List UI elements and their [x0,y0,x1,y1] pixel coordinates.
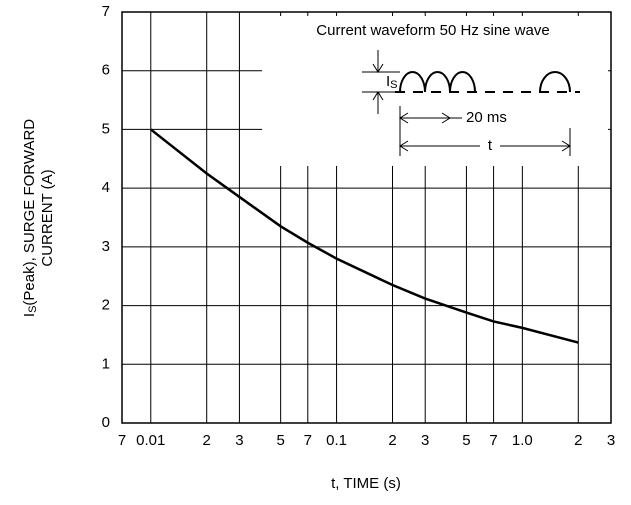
x-tick-label: 7 [304,432,312,449]
inset: Current waveform 50 Hz sine wave IS 20 m… [262,16,608,166]
x-tick-label: 3 [235,432,243,449]
y-tick-label: 2 [102,297,110,314]
x-tick-label: 5 [462,432,470,449]
series-line [150,128,579,344]
y-tick-label: 3 [102,238,110,255]
period-arrow [399,112,462,124]
x-tick-label: 2 [388,432,396,449]
plot-frame [121,11,612,424]
x-axis-label: t, TIME (s) [331,475,401,492]
y-tick-label: 7 [102,3,110,20]
x-tick-label: 1.0 [512,432,533,449]
x-tick-label: 3 [607,432,615,449]
x-tick-label: 0.1 [326,432,347,449]
y-axis-label-line2: CURRENT (A) [39,169,56,266]
y-tick-label: 0 [102,414,110,431]
y-tick-label: 1 [102,355,110,372]
x-tick-label: 0.01 [136,432,165,449]
x-tick-label: 2 [203,432,211,449]
inset-is-label: IS [386,73,398,91]
inset-title: Current waveform 50 Hz sine wave [316,22,549,39]
waveform [399,71,571,93]
x-tick-label: 7 [489,432,497,449]
inset-period: 20 ms [466,109,507,126]
inset-duration: t [488,137,493,154]
inset-ticks [399,106,571,156]
x-tick-label: 7 [118,432,126,449]
is-arrows [372,50,384,114]
y-tick-label: 4 [102,179,110,196]
y-tick-label: 5 [102,120,110,137]
x-tick-label: 2 [574,432,582,449]
y-axis-label: IS(Peak), SURGE FORWARD [21,119,39,317]
x-tick-label: 3 [421,432,429,449]
x-tick-label: 5 [276,432,284,449]
duration-arrow [399,140,571,152]
y-tick-label: 6 [102,62,110,79]
